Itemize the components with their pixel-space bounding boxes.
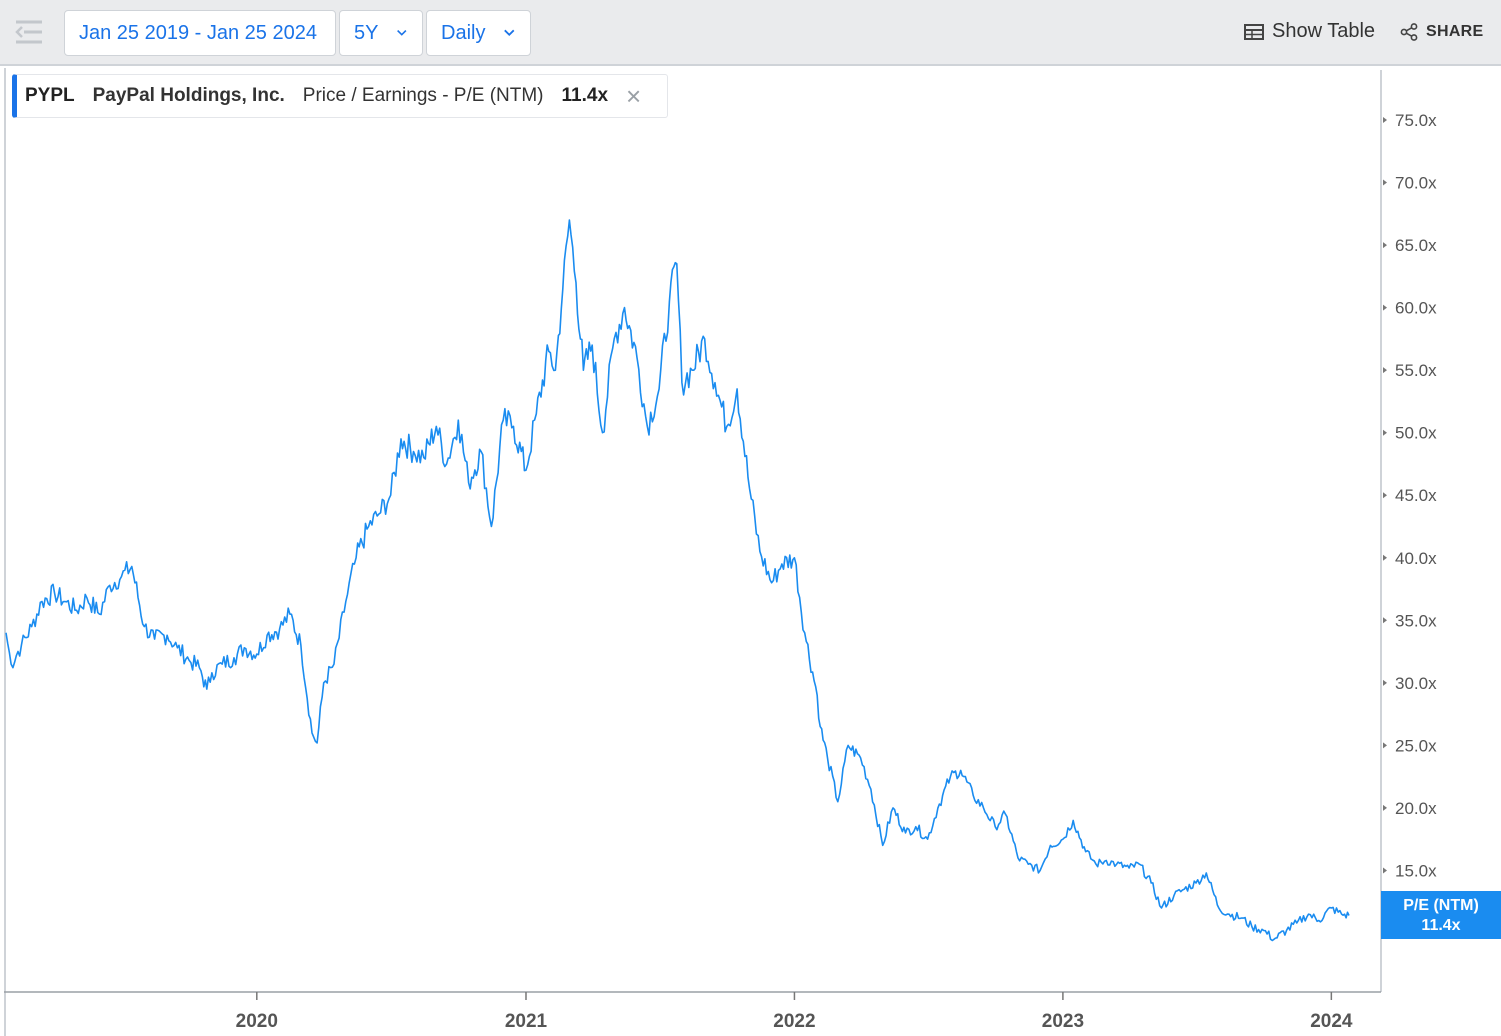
y-tick-label: 30.0x [1395, 674, 1437, 693]
current-value-badge: P/E (NTM) 11.4x [1381, 891, 1501, 939]
date-range-label: Jan 25 2019 - Jan 25 2024 [79, 21, 317, 44]
series-line-pypl-pe-ntm [5, 219, 1350, 942]
y-tick-label: 70.0x [1395, 174, 1437, 193]
y-tick-label: 20.0x [1395, 799, 1437, 818]
show-table-button[interactable]: Show Table [1244, 20, 1375, 43]
badge-value: 11.4x [1421, 917, 1461, 934]
chart-area [4, 68, 1501, 1036]
y-tick-mark [1383, 867, 1387, 874]
y-tick-label: 45.0x [1395, 486, 1437, 505]
series-legend: PYPL PayPal Holdings, Inc. Price / Earni… [12, 74, 668, 118]
collapse-menu-icon[interactable] [14, 18, 44, 46]
y-tick-label: 35.0x [1395, 611, 1437, 630]
y-tick-label: 15.0x [1395, 861, 1437, 880]
chevron-down-icon [397, 29, 407, 36]
share-label: SHARE [1426, 23, 1484, 40]
legend-ticker: PYPL [25, 85, 75, 106]
y-tick-mark [1383, 117, 1387, 123]
y-tick-mark [1383, 492, 1387, 499]
y-tick-mark [1383, 304, 1387, 311]
y-tick-mark [1383, 804, 1387, 811]
y-tick-label: 60.0x [1395, 299, 1437, 318]
axes-group: 10.0x15.0x20.0x25.0x30.0x35.0x40.0x45.0x… [4, 70, 1437, 1032]
y-tick-mark [1383, 679, 1387, 686]
y-tick-mark [1383, 179, 1387, 186]
y-tick-label: 25.0x [1395, 736, 1437, 755]
legend-value: 11.4x [561, 85, 609, 106]
frequency-label: Daily [441, 21, 486, 44]
date-range-button[interactable]: Jan 25 2019 - Jan 25 2024 [64, 10, 336, 56]
table-icon [1244, 23, 1264, 40]
share-icon [1400, 23, 1418, 41]
y-tick-mark [1383, 554, 1387, 561]
x-tick-label: 2023 [1042, 1011, 1084, 1032]
y-tick-mark [1383, 742, 1387, 749]
y-tick-label: 75.0x [1395, 111, 1437, 130]
x-tick-label: 2021 [505, 1011, 548, 1032]
show-table-label: Show Table [1272, 20, 1376, 42]
share-button[interactable]: SHARE [1400, 23, 1484, 41]
chart-toolbar: Jan 25 2019 - Jan 25 2024 5Y Daily Show … [0, 0, 1501, 66]
chevron-down-icon [504, 29, 515, 37]
period-select[interactable]: 5Y [339, 10, 423, 56]
y-tick-mark [1383, 367, 1387, 374]
y-tick-label: 40.0x [1395, 549, 1437, 568]
x-tick-label: 2022 [773, 1011, 815, 1032]
y-tick-mark [1383, 242, 1387, 249]
y-tick-mark [1383, 617, 1387, 624]
period-label: 5Y [354, 21, 379, 44]
legend-company: PayPal Holdings, Inc. [92, 85, 285, 106]
x-tick-label: 2020 [236, 1011, 278, 1032]
y-tick-label: 55.0x [1395, 361, 1437, 380]
remove-series-close-icon[interactable]: × [626, 81, 642, 111]
frequency-select[interactable]: Daily [426, 10, 531, 56]
y-tick-mark [1383, 429, 1387, 436]
y-tick-label: 65.0x [1395, 236, 1437, 255]
x-tick-label: 2024 [1310, 1011, 1353, 1032]
y-tick-label: 50.0x [1395, 424, 1437, 443]
legend-metric: Price / Earnings - P/E (NTM) [302, 85, 544, 106]
badge-label: P/E (NTM) [1403, 897, 1479, 914]
